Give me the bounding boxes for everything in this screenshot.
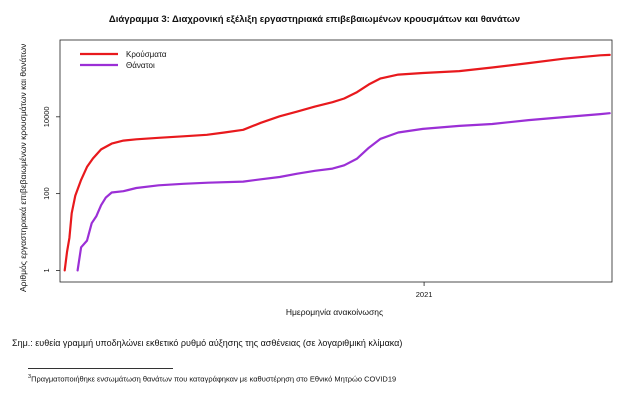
footnote-text: Πραγματοποιήθηκε ενσωμάτωση θανάτων που … bbox=[31, 374, 397, 384]
x-tick-label: 2021 bbox=[416, 290, 433, 299]
y-tick-label: 100 bbox=[42, 187, 51, 200]
y-tick-label: 10000 bbox=[42, 106, 51, 127]
y-tick-label: 1 bbox=[42, 268, 51, 272]
chart-title: Διάγραμμα 3: Διαχρονική εξέλιξη εργαστηρ… bbox=[108, 14, 521, 25]
x-axis-label: Ημερομηνία ανακοίνωσης bbox=[285, 307, 384, 317]
legend-label-1: Κρούσματα bbox=[126, 50, 167, 59]
footnote-marker: 3 bbox=[28, 374, 32, 380]
series-line-1 bbox=[63, 53, 611, 272]
axes-group: 1 100 10000 2021 bbox=[42, 39, 613, 299]
y-axis-label: Αριθμός εργαστηριακά επιβεβαιωμένων κρου… bbox=[18, 43, 28, 292]
series-line-2 bbox=[76, 112, 611, 272]
chart-note: Σημ.: ευθεία γραμμή υποδηλώνει εκθετικό … bbox=[12, 338, 403, 348]
footnote-divider bbox=[28, 368, 173, 369]
footnote: 3Πραγματοποιήθηκε ενσωμάτωση θανάτων που… bbox=[28, 374, 396, 384]
legend-label-2: Θάνατοι bbox=[126, 61, 155, 70]
series-lines bbox=[63, 53, 611, 272]
plot-frame bbox=[59, 39, 613, 283]
legend: Κρούσματα Θάνατοι bbox=[80, 50, 167, 70]
